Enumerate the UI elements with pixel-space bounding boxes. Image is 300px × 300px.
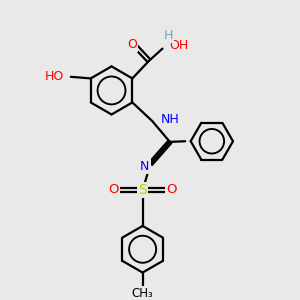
Text: HO: HO [44, 70, 64, 83]
Text: OH: OH [169, 39, 189, 52]
Text: O: O [109, 184, 119, 196]
Text: O: O [166, 184, 177, 196]
Text: NH: NH [161, 113, 180, 126]
Text: O: O [127, 38, 137, 51]
Text: CH₃: CH₃ [132, 287, 154, 300]
Text: S: S [138, 183, 147, 197]
Text: H: H [164, 28, 173, 42]
Text: N: N [140, 160, 149, 173]
